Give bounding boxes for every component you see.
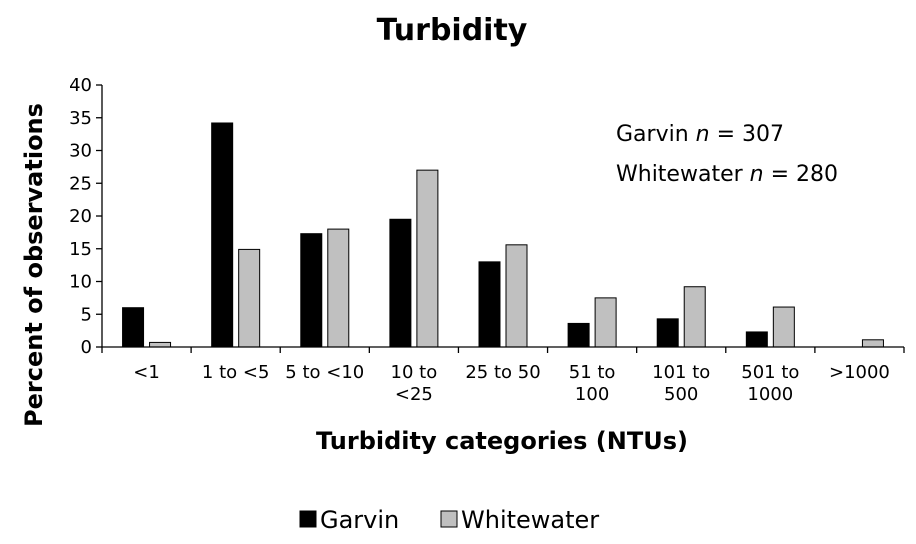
legend: Garvin Whitewater — [299, 506, 599, 534]
sample-size-annotations: Garvin n = 307 Whitewater n = 280 — [616, 122, 838, 187]
legend-swatch-garvin — [299, 510, 317, 528]
annotation-garvin: Garvin n = 307 — [616, 122, 784, 147]
y-axis-ticks: 0 5 10 15 20 25 30 35 40 — [69, 75, 102, 358]
bar-whitewater — [327, 228, 350, 348]
y-tick-label: 35 — [69, 108, 92, 129]
x-tick-label: 1 to <5 — [202, 362, 270, 383]
legend-swatch-whitewater — [440, 510, 458, 528]
bar-whitewater — [149, 341, 172, 348]
bar-garvin — [122, 307, 145, 348]
axes — [101, 85, 904, 348]
x-tick-label: >1000 — [829, 362, 890, 383]
bars — [122, 122, 884, 348]
chart-title: Turbidity — [377, 13, 528, 48]
bar-whitewater — [238, 248, 261, 348]
x-axis-ticks: <1 1 to <5 5 to <10 10 to <25 25 to 50 51 to 10… — [101, 347, 905, 405]
bar-garvin — [478, 261, 501, 348]
x-tick-label: 25 to 50 — [465, 362, 540, 383]
bar-whitewater — [772, 306, 795, 348]
y-tick-label: 30 — [69, 141, 92, 162]
bar-whitewater — [861, 339, 884, 348]
y-tick-label: 5 — [81, 304, 92, 325]
x-tick-label: 10 to <25 — [391, 362, 438, 405]
y-tick-label: 10 — [69, 272, 92, 293]
legend-label-whitewater: Whitewater — [461, 506, 599, 534]
x-tick-label: 501 to 1000 — [741, 362, 799, 405]
legend-label-garvin: Garvin — [320, 506, 399, 534]
y-tick-label: 20 — [69, 206, 92, 227]
annotation-whitewater: Whitewater n = 280 — [616, 162, 838, 187]
bar-garvin — [656, 318, 679, 348]
x-tick-label: 5 to <10 — [285, 362, 364, 383]
bar-whitewater — [594, 297, 617, 348]
y-axis-title: Percent of observations — [20, 103, 48, 427]
y-tick-label: 15 — [69, 239, 92, 260]
x-axis-title: Turbidity categories (NTUs) — [316, 427, 688, 455]
y-tick-label: 0 — [81, 337, 92, 358]
x-tick-label: <1 — [133, 362, 160, 383]
x-tick-label: 51 to 100 — [569, 362, 616, 405]
bar-garvin — [211, 122, 234, 348]
bar-garvin — [745, 331, 768, 348]
bar-whitewater — [683, 286, 706, 348]
y-tick-label: 40 — [69, 75, 92, 96]
bar-whitewater — [505, 244, 528, 348]
x-tick-label: 101 to 500 — [652, 362, 710, 405]
bar-garvin — [300, 233, 323, 348]
bar-garvin — [567, 322, 590, 348]
bar-garvin — [389, 218, 412, 348]
y-tick-label: 25 — [69, 173, 92, 194]
bar-whitewater — [416, 169, 439, 348]
